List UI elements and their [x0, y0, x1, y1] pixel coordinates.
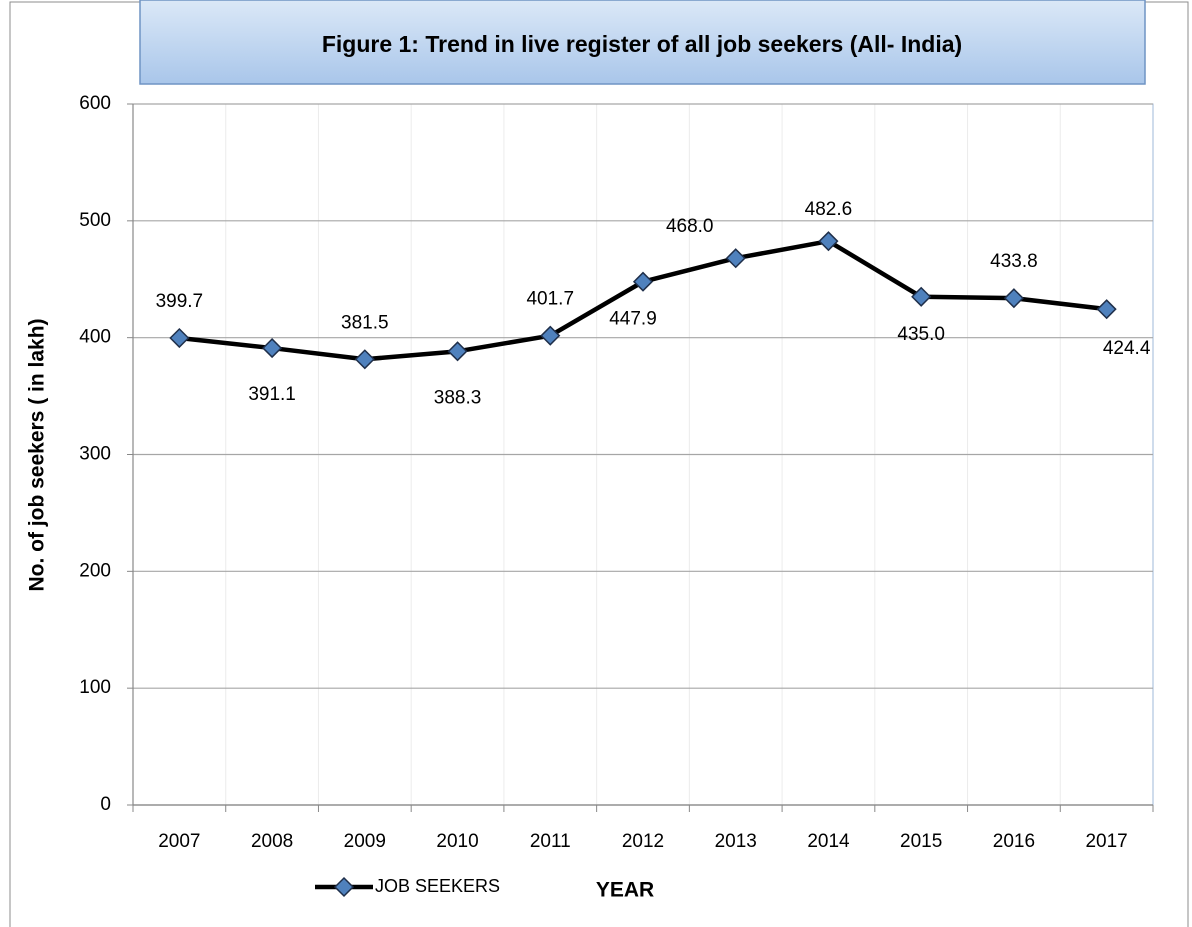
- data-label: 447.9: [609, 309, 657, 330]
- data-label: 401.7: [526, 289, 574, 310]
- data-point: [1003, 288, 1024, 309]
- x-tick-label: 2007: [158, 831, 200, 852]
- data-label: 435.0: [897, 324, 945, 345]
- y-tick-label: 200: [79, 560, 111, 581]
- legend-label: JOB SEEKERS: [375, 876, 500, 896]
- title-box: [139, 0, 1146, 85]
- data-point: [354, 349, 375, 370]
- data-point: [447, 341, 468, 362]
- x-tick-label: 2016: [993, 831, 1035, 852]
- x-tick-label: 2009: [344, 831, 386, 852]
- x-tick-label: 2010: [436, 831, 478, 852]
- chart-title: Figure 1: Trend in live register of all …: [322, 31, 962, 57]
- y-tick-label: 600: [79, 93, 111, 114]
- data-label: 399.7: [156, 291, 204, 312]
- x-tick-label: 2008: [251, 831, 293, 852]
- x-tick-label: 2017: [1085, 831, 1127, 852]
- x-tick-label: 2012: [622, 831, 664, 852]
- y-tick-label: 500: [79, 210, 111, 231]
- x-tick-label: 2015: [900, 831, 942, 852]
- y-tick-label: 0: [100, 794, 111, 815]
- data-point: [540, 325, 561, 346]
- data-point: [632, 271, 654, 292]
- data-label: 388.3: [434, 387, 482, 408]
- data-label: 482.6: [805, 199, 853, 220]
- data-point: [725, 248, 746, 269]
- x-tick-label: 2014: [807, 831, 850, 852]
- data-label: 391.1: [248, 384, 296, 405]
- data-point: [169, 327, 190, 349]
- legend-marker: [333, 876, 355, 898]
- data-point: [1096, 299, 1117, 320]
- data-label: 424.4: [1103, 338, 1151, 359]
- data-point: [911, 286, 932, 307]
- y-tick-label: 300: [79, 444, 111, 465]
- data-label: 433.8: [990, 251, 1038, 272]
- data-label: 468.0: [666, 216, 714, 237]
- x-tick-label: 2011: [530, 831, 571, 852]
- data-point: [818, 231, 839, 252]
- y-tick-label: 400: [79, 327, 111, 348]
- data-point: [262, 338, 283, 359]
- y-tick-label: 100: [79, 677, 111, 698]
- data-label: 381.5: [341, 312, 389, 333]
- y-axis-label: No. of job seekers ( in lakh): [26, 318, 49, 591]
- x-axis-label: YEAR: [596, 879, 654, 902]
- x-tick-label: 2013: [715, 831, 757, 852]
